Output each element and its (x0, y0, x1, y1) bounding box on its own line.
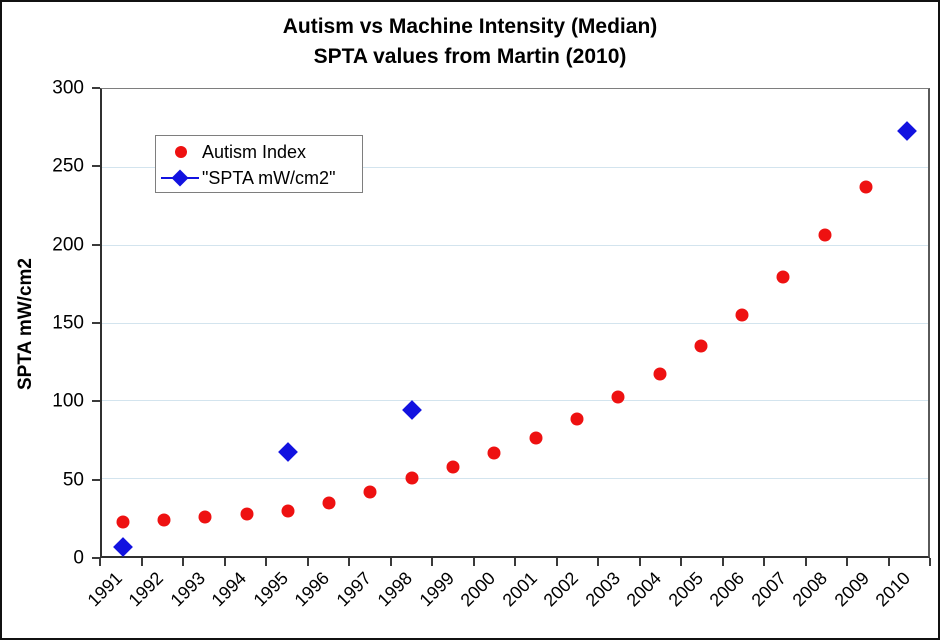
data-point-diamond-1998 (401, 399, 422, 420)
data-point-diamond-1991 (112, 536, 133, 557)
data-point-circle-2008 (818, 228, 832, 242)
x-tick-mark (846, 558, 848, 566)
y-tick-label-200: 200 (52, 234, 84, 256)
data-point-circle-2001 (529, 431, 543, 445)
x-tick-mark (306, 558, 309, 566)
legend-entry-autism-index: Autism Index (156, 139, 362, 165)
y-tick-mark (92, 400, 100, 403)
y-tick-label-50: 50 (62, 469, 84, 491)
legend-label-autism-index: Autism Index (202, 141, 307, 162)
gridline-100 (102, 400, 928, 402)
x-tick-label-2008: 2008 (788, 567, 832, 611)
data-point-circle-1993 (198, 510, 212, 524)
x-tick-label-1993: 1993 (166, 567, 209, 611)
data-point-circle-2007 (776, 270, 790, 284)
x-tick-mark (555, 558, 558, 566)
x-tick-mark (389, 558, 392, 566)
x-tick-mark (721, 558, 724, 566)
x-tick-mark (887, 558, 890, 566)
gridline-150 (102, 322, 928, 324)
gridline-50 (102, 478, 928, 480)
x-tick-label-1998: 1998 (373, 567, 417, 611)
data-point-circle-2006 (735, 308, 749, 322)
x-tick-mark (514, 558, 516, 566)
gridline-250 (102, 166, 928, 168)
x-tick-mark (929, 558, 931, 566)
x-tick-label-2006: 2006 (705, 567, 749, 611)
x-tick-label-1995: 1995 (249, 567, 292, 611)
chart-title: Autism vs Machine Intensity (Median) (282, 15, 658, 38)
x-tick-mark (638, 558, 641, 566)
x-tick-label-1992: 1992 (124, 567, 168, 611)
y-tick-label-100: 100 (52, 390, 84, 412)
x-tick-mark (140, 558, 143, 566)
legend-marker-cell (156, 165, 202, 191)
data-point-diamond-1995 (277, 441, 298, 462)
circle-marker-icon (175, 146, 187, 158)
data-point-circle-2002 (570, 412, 584, 426)
x-tick-mark (182, 558, 184, 566)
x-tick-mark (680, 558, 682, 566)
data-point-circle-1992 (157, 513, 171, 527)
data-point-diamond-2010 (897, 121, 918, 141)
data-point-circle-1995 (281, 504, 295, 518)
chart-title-block: Autism vs Machine Intensity (Median) SPT… (2, 12, 938, 72)
legend: Autism Index "SPTA mW/cm2" (155, 135, 363, 193)
x-tick-mark (223, 558, 226, 566)
x-tick-mark (431, 558, 433, 566)
y-tick-label-0: 0 (73, 547, 84, 569)
y-tick-mark (92, 87, 100, 89)
x-tick-label-1994: 1994 (207, 567, 251, 611)
x-tick-mark (804, 558, 807, 566)
x-tick-mark (597, 558, 599, 566)
y-tick-mark (92, 243, 100, 246)
x-tick-mark (99, 558, 101, 566)
data-point-circle-1999 (446, 460, 460, 474)
legend-entry-spta: "SPTA mW/cm2" (156, 165, 362, 191)
x-tick-label-2003: 2003 (581, 567, 624, 611)
x-tick-label-1991: 1991 (83, 567, 126, 611)
data-point-circle-1996 (322, 496, 336, 510)
data-point-circle-2003 (611, 390, 625, 404)
x-tick-label-2002: 2002 (539, 567, 583, 611)
x-tick-label-2000: 2000 (456, 567, 500, 611)
data-point-circle-2004 (653, 367, 667, 381)
y-tick-mark (92, 557, 100, 559)
data-point-circle-1991 (116, 515, 130, 529)
y-tick-label-300: 300 (52, 77, 84, 99)
data-point-circle-1997 (363, 485, 377, 499)
y-tick-mark (92, 478, 100, 481)
data-point-circle-2000 (487, 446, 501, 460)
x-tick-label-1999: 1999 (415, 567, 458, 611)
x-tick-label-2010: 2010 (871, 567, 915, 611)
data-point-circle-1994 (240, 507, 254, 521)
legend-label-spta: "SPTA mW/cm2" (202, 167, 336, 188)
y-tick-label-250: 250 (52, 155, 84, 177)
x-tick-mark (763, 558, 765, 566)
x-tick-label-2005: 2005 (664, 567, 707, 611)
y-axis-title: SPTA mW/cm2 (15, 258, 36, 390)
data-point-circle-2005 (694, 339, 708, 353)
y-tick-mark (92, 322, 100, 324)
x-tick-label-1996: 1996 (290, 567, 334, 611)
x-tick-mark (348, 558, 350, 566)
legend-marker-cell (156, 139, 202, 165)
x-tick-mark (265, 558, 267, 566)
x-tick-label-2009: 2009 (830, 567, 873, 611)
chart-subtitle: SPTA values from Martin (2010) (313, 45, 627, 68)
x-tick-label-2007: 2007 (747, 567, 790, 611)
y-tick-label-150: 150 (52, 312, 84, 334)
diamond-marker-icon (171, 169, 189, 187)
x-tick-mark (472, 558, 475, 566)
x-tick-label-1997: 1997 (332, 567, 375, 611)
y-tick-mark (92, 165, 100, 168)
gridline-200 (102, 244, 928, 246)
x-tick-label-2001: 2001 (498, 567, 541, 611)
x-tick-label-2004: 2004 (622, 567, 666, 611)
data-point-circle-1998 (405, 471, 419, 485)
data-point-circle-2009 (859, 180, 873, 194)
